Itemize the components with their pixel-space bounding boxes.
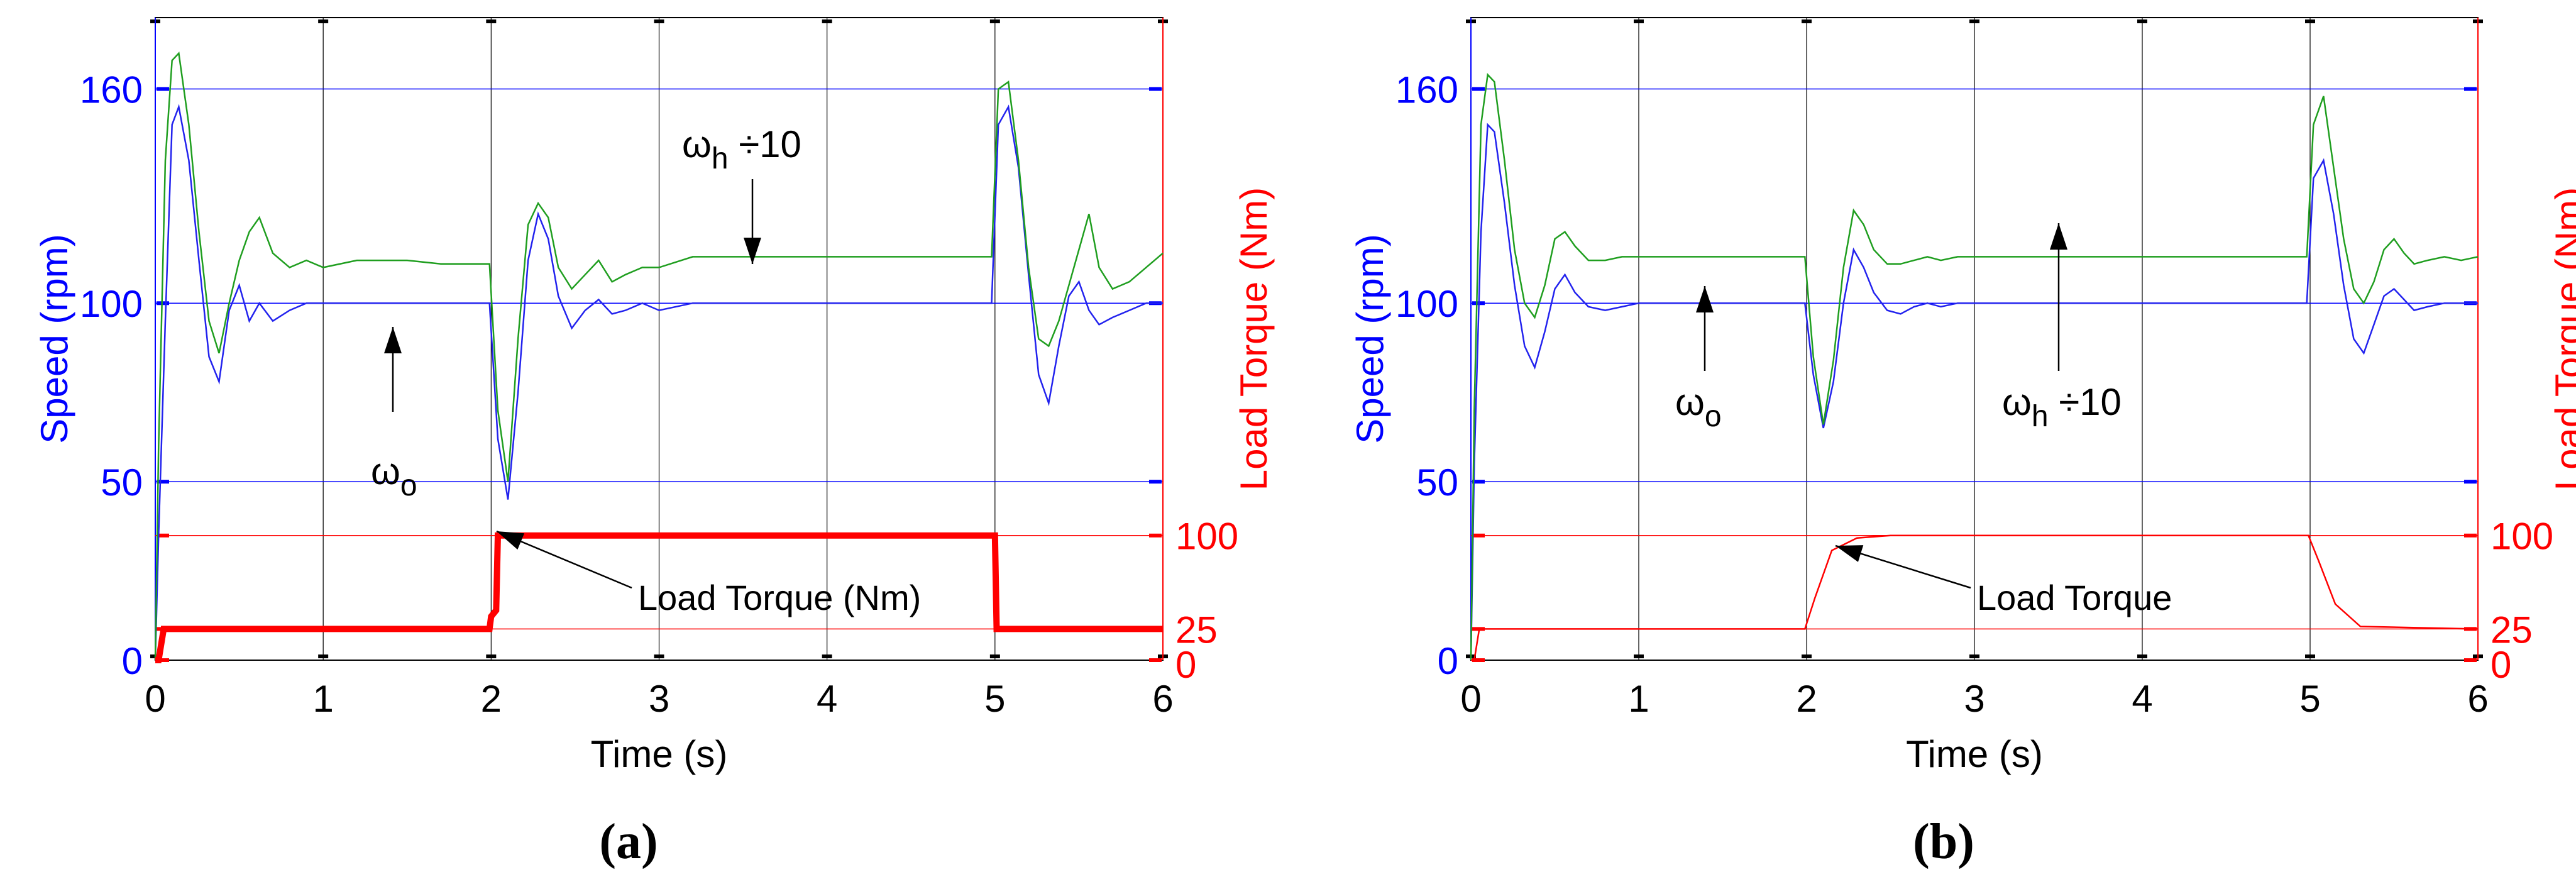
x-tick-label: 2 <box>1796 678 1817 720</box>
x-tick-label: 6 <box>1152 678 1173 720</box>
x-tick-label: 2 <box>481 678 502 720</box>
y-right-tick-label: 100 <box>1175 516 1238 558</box>
x-tick-label: 5 <box>2299 678 2320 720</box>
y-right-tick-label: 25 <box>2491 609 2533 651</box>
y-right-tick-label: 0 <box>2491 644 2511 686</box>
y-left-axis-title: Speed (rpm) <box>1349 234 1391 443</box>
x-tick-label: 1 <box>1628 678 1649 720</box>
y-left-tick-label: 160 <box>80 69 143 111</box>
x-tick-label: 0 <box>145 678 165 720</box>
load-torque-line <box>155 532 1163 663</box>
panel-label: (b) <box>1913 814 1974 870</box>
y-right-tick-label: 0 <box>1175 644 1196 686</box>
y-left-tick-label: 0 <box>122 640 143 682</box>
panel-label: (a) <box>599 814 658 870</box>
y-right-tick-label: 25 <box>1175 609 1218 651</box>
y-left-tick-label: 50 <box>1416 461 1458 504</box>
annotation-arrowhead <box>2050 223 2067 250</box>
annotation-arrowhead <box>1836 545 1864 562</box>
speed-omega-h-line <box>1470 73 2479 661</box>
y-right-axis-title: Load Torque (Nm) <box>1233 187 1275 490</box>
x-tick-label: 3 <box>1964 678 1984 720</box>
x-tick-label: 4 <box>817 678 837 720</box>
annotation-arrowhead <box>497 531 525 550</box>
annotation-arrowhead <box>744 238 761 264</box>
annotation-label: Load Torque <box>1977 578 2172 617</box>
y-left-tick-label: 50 <box>101 461 143 504</box>
x-tick-label: 1 <box>312 678 333 720</box>
annotation-label: Load Torque (Nm) <box>638 578 921 617</box>
y-left-tick-label: 100 <box>80 283 143 325</box>
y-left-tick-label: 100 <box>1395 283 1458 325</box>
x-tick-label: 0 <box>1460 678 1481 720</box>
x-tick-label: 6 <box>2467 678 2488 720</box>
x-axis-title: Time (s) <box>1906 733 2043 775</box>
load-torque-line <box>1471 534 2479 661</box>
y-left-axis-title: Speed (rpm) <box>33 234 75 443</box>
annotation-arrowhead <box>1696 286 1714 312</box>
speed-omega-o-line <box>1470 123 2478 661</box>
annotation-arrowhead <box>384 327 402 353</box>
y-right-axis-title: Load Torque (Nm) <box>2548 187 2576 490</box>
speed-omega-h-line <box>154 52 1164 661</box>
y-right-tick-label: 100 <box>2491 516 2553 558</box>
x-tick-label: 3 <box>649 678 669 720</box>
x-tick-label: 4 <box>2132 678 2152 720</box>
y-left-tick-label: 0 <box>1438 640 1458 682</box>
y-left-tick-label: 160 <box>1395 69 1458 111</box>
speed-omega-o-line <box>154 104 1163 661</box>
x-axis-title: Time (s) <box>591 733 728 775</box>
x-tick-label: 5 <box>984 678 1005 720</box>
